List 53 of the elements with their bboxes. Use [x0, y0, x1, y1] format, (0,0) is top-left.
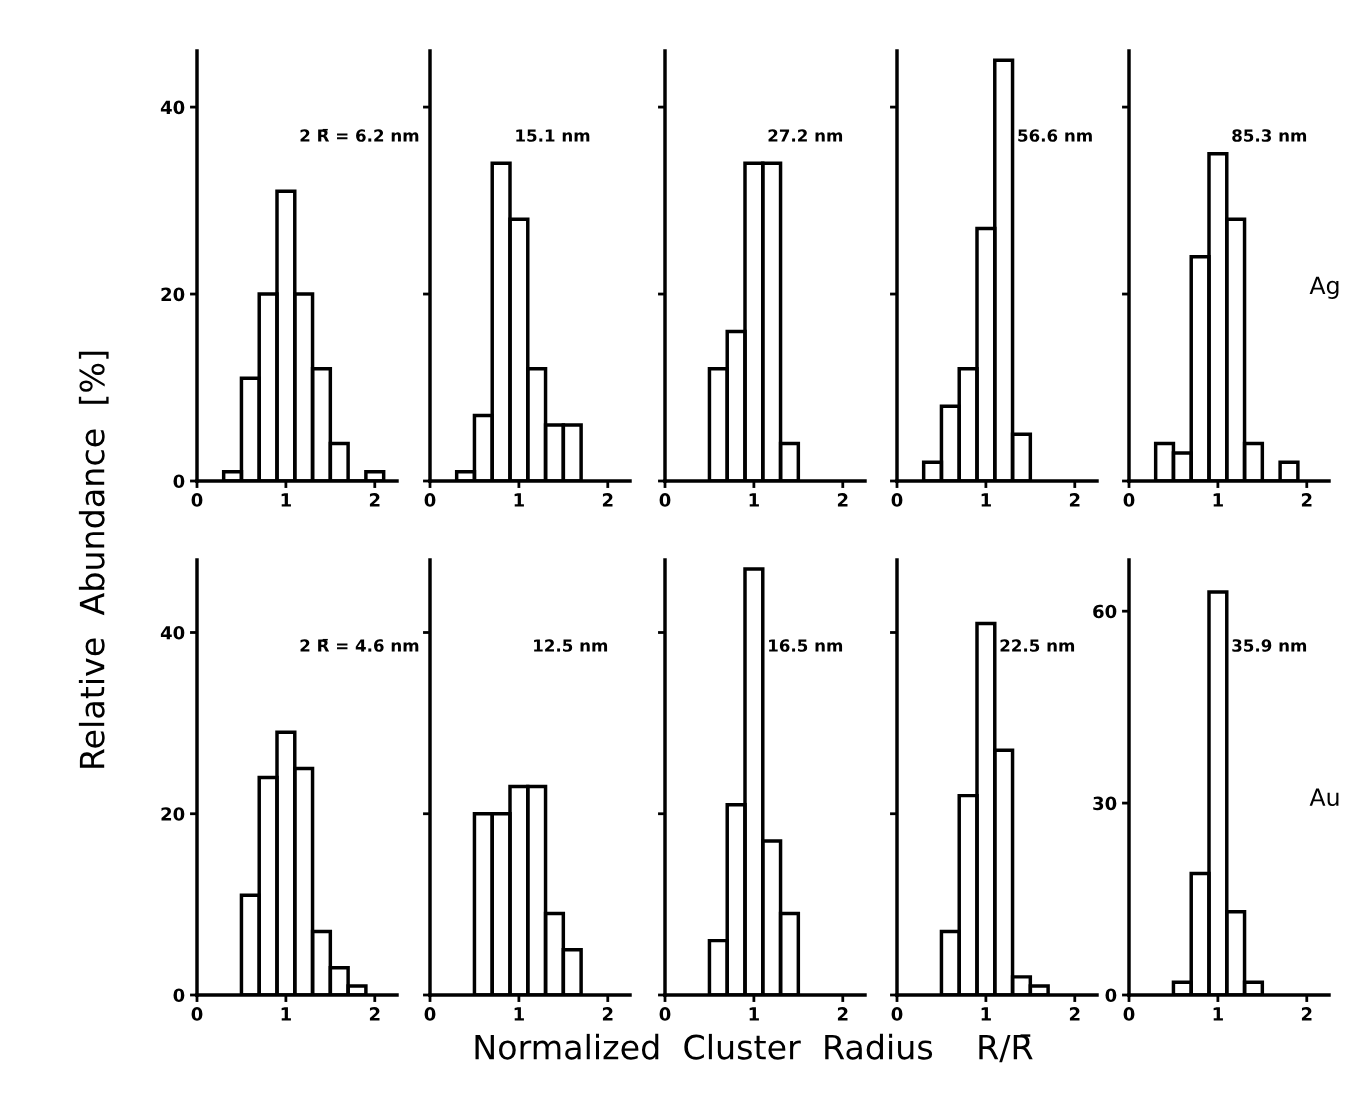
x-tick-label: 2 [602, 1007, 613, 1021]
x-tick-label: 1 [281, 1007, 291, 1021]
x-tick-label: 0 [191, 493, 203, 507]
x-tick-label: 1 [281, 493, 291, 507]
y-axis-title: Relative Abundance [%] [78, 351, 109, 768]
y-tick-label: 20 [161, 287, 185, 302]
annotation: 12.5 nm [534, 639, 608, 652]
x-tick-label: 2 [602, 493, 613, 507]
x-axis-title: Normalized Cluster Radius R/R̄ [475, 1033, 1033, 1063]
x-tick-label: 2 [369, 493, 380, 507]
x-tick-label: 0 [1123, 493, 1135, 507]
annotation: 27.2 nm [768, 129, 843, 142]
annotation: 2 R̄ = 6.2 nm [300, 128, 419, 142]
x-tick-label: 1 [1213, 493, 1223, 507]
annotation: 15.1 nm [516, 129, 590, 142]
annotation: 16.5 nm [769, 639, 843, 652]
x-tick-label: 0 [191, 1007, 203, 1021]
x-tick-label: 1 [749, 493, 759, 507]
y-tick-label: 60 [1093, 604, 1117, 619]
x-tick-label: 0 [659, 493, 671, 507]
annotation: Ag [1309, 276, 1339, 299]
x-tick-label: 1 [1213, 1007, 1223, 1021]
x-tick-label: 0 [659, 1007, 671, 1021]
x-tick-label: 2 [369, 1007, 380, 1021]
annotation: 22.5 nm [1000, 639, 1075, 652]
x-tick-label: 1 [749, 1007, 759, 1021]
x-tick-label: 0 [424, 1007, 436, 1021]
x-tick-label: 1 [981, 493, 991, 507]
x-tick-label: 2 [1301, 493, 1312, 507]
y-tick-label: 40 [160, 100, 185, 115]
y-tick-label: 0 [173, 988, 185, 1003]
y-tick-label: 20 [161, 807, 185, 821]
annotation: 2 R̄ = 4.6 nm [300, 638, 419, 652]
x-tick-label: 2 [837, 493, 848, 507]
annotation: 85.3 nm [1232, 129, 1307, 142]
x-tick-label: 0 [891, 1007, 903, 1021]
x-tick-label: 0 [424, 493, 436, 507]
x-tick-label: 2 [1069, 1007, 1080, 1021]
x-tick-label: 0 [891, 493, 903, 507]
y-tick-label: 30 [1093, 796, 1117, 811]
x-tick-label: 2 [1069, 493, 1080, 507]
y-tick-label: 0 [173, 474, 185, 489]
y-tick-label: 40 [160, 625, 185, 640]
x-tick-label: 0 [1123, 1007, 1135, 1021]
x-tick-label: 2 [1301, 1007, 1312, 1021]
x-tick-label: 2 [837, 1007, 848, 1021]
x-tick-label: 1 [514, 493, 524, 507]
annotation: Au [1309, 788, 1339, 807]
annotation: 35.9 nm [1232, 639, 1307, 652]
x-tick-label: 1 [981, 1007, 991, 1021]
x-tick-label: 1 [514, 1007, 524, 1021]
annotation: 56.6 nm [1018, 129, 1092, 142]
y-tick-label: 0 [1105, 988, 1117, 1003]
